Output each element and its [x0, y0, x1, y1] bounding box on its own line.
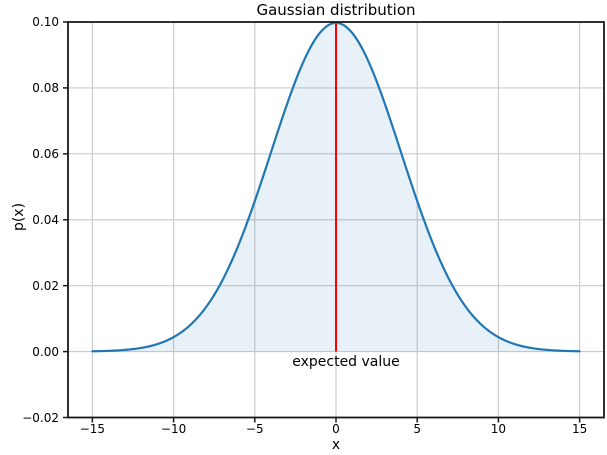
x-tick-label: 0: [332, 422, 340, 436]
y-tick-label: 0.06: [32, 146, 59, 161]
x-tick-label: −5: [245, 422, 264, 436]
y-tick-label: 0.00: [32, 344, 59, 359]
y-tick-label: 0.08: [32, 80, 59, 95]
x-tick-label: −10: [160, 422, 187, 436]
x-axis-label: x: [331, 437, 341, 453]
x-tick-label: 15: [571, 422, 588, 436]
y-tick-label: −0.02: [22, 410, 59, 425]
expected-value-annotation: expected value: [292, 354, 400, 370]
axes-spines: [67, 21, 605, 419]
chart-title: Gaussian distribution: [256, 1, 416, 19]
x-tick-label: −15: [79, 422, 106, 436]
x-tick-label: 10: [490, 422, 507, 436]
y-tick-label: 0.02: [32, 278, 59, 293]
x-tick-label: 5: [413, 422, 422, 436]
y-tick-label: 0.04: [32, 212, 59, 227]
y-tick-label: 0.10: [32, 15, 59, 29]
